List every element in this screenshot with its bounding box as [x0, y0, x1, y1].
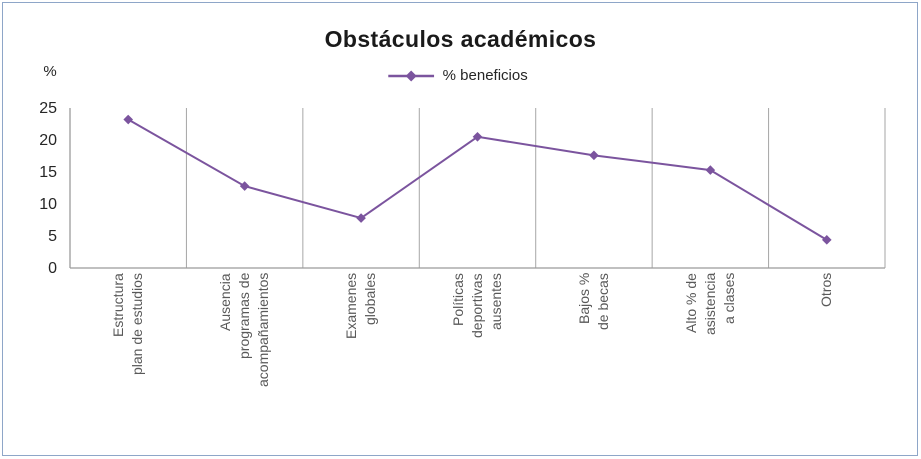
data-point-marker [123, 114, 134, 125]
y-tick-label: 5 [48, 227, 57, 245]
legend: % beneficios [387, 67, 528, 84]
x-category-cell: Examenes globales [303, 273, 419, 453]
x-category-cell: Estructura plan de estudios [70, 273, 186, 453]
y-axis-unit-label: % [43, 63, 57, 80]
y-tick-label: 25 [39, 99, 57, 117]
x-category-label: Otros [818, 273, 835, 308]
x-category-cell: Bajos % de becas [536, 273, 652, 453]
data-point-marker [472, 132, 483, 142]
x-category-label: Examenes globales [343, 273, 379, 340]
data-point-marker [705, 165, 716, 175]
chart-title: Obstáculos académicos [324, 26, 597, 52]
data-point-marker [589, 150, 599, 161]
x-category-label: Políticas deportivas ausentes [449, 273, 504, 338]
data-point-marker [821, 235, 832, 245]
x-category-cell: Otros [769, 273, 885, 453]
x-axis-category-labels: Estructura plan de estudios Ausencia prog… [70, 273, 885, 453]
x-category-cell: Políticas deportivas ausentes [419, 273, 535, 453]
data-point-marker [356, 213, 366, 223]
x-category-label: Estructura plan de estudios [110, 273, 146, 375]
legend-label: % beneficios [442, 67, 528, 84]
y-axis-tick-labels: 25 20 15 10 5 0 [18, 0, 57, 459]
x-category-label: Ausencia programas de acompañamientos [217, 273, 272, 388]
y-tick-label: 15 [39, 163, 57, 181]
x-category-label: Alto % de asistencia a clases [682, 273, 737, 336]
legend-line-marker-icon [387, 70, 434, 81]
y-tick-label: 0 [48, 259, 57, 277]
x-category-label: Bajos % de becas [575, 273, 611, 330]
x-category-cell: Ausencia programas de acompañamientos [186, 273, 302, 453]
y-tick-label: 10 [39, 195, 57, 213]
x-category-cell: Alto % de asistencia a clases [652, 273, 768, 453]
data-point-marker [239, 181, 250, 191]
y-tick-label: 20 [39, 131, 57, 149]
